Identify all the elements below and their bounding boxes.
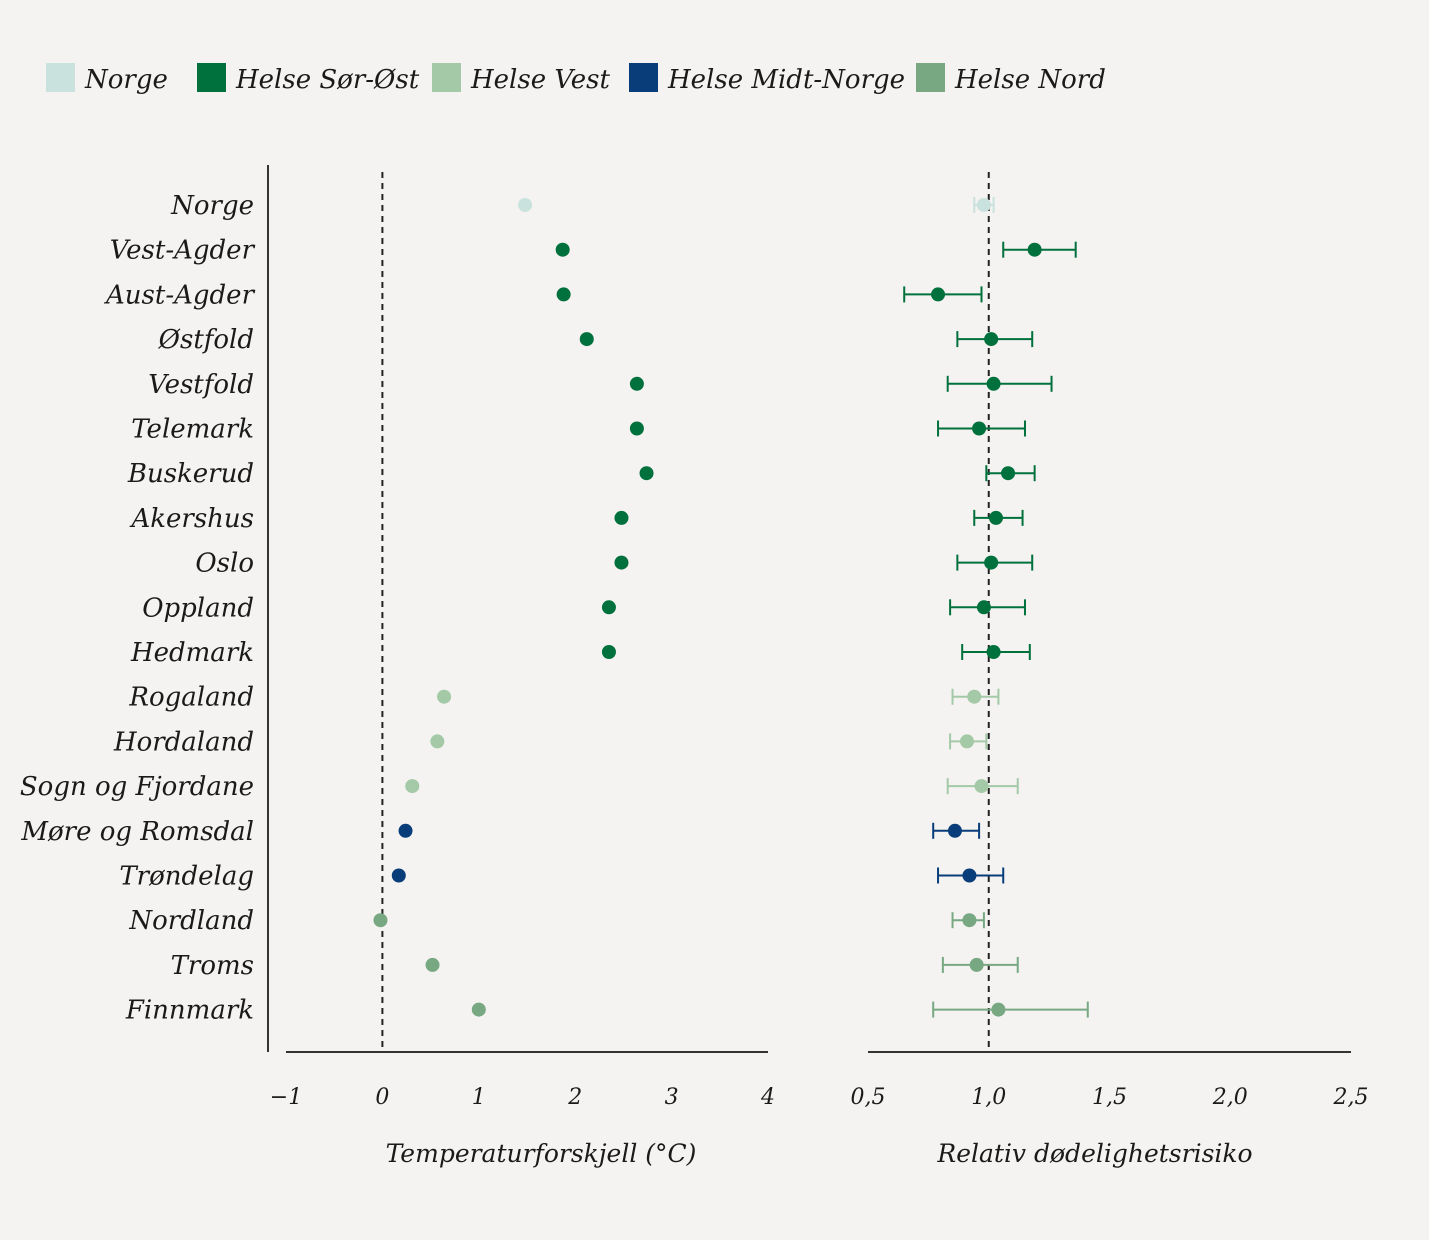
temperature-point bbox=[601, 600, 616, 615]
row-label: Oppland bbox=[142, 593, 254, 623]
row-label: Sogn og Fjordane bbox=[20, 772, 254, 802]
risk-point bbox=[974, 779, 989, 794]
temperature-point bbox=[614, 555, 629, 570]
row-label: Norge bbox=[170, 191, 254, 221]
row-label: Aust-Agder bbox=[104, 280, 256, 310]
risk-panel: 0,5 1,0 1,5 2,0 2,5 bbox=[851, 172, 1369, 1110]
legend-item: Norge bbox=[46, 63, 168, 95]
x-axis-title-risk: Relativ dødelighetsrisiko bbox=[936, 1139, 1252, 1168]
temperature-point bbox=[373, 913, 388, 928]
temperature-point bbox=[405, 779, 420, 794]
row-label: Vest-Agder bbox=[110, 236, 256, 266]
legend-label: Helse Vest bbox=[470, 65, 610, 95]
x-tick-label: 1,0 bbox=[971, 1085, 1006, 1110]
temperature-point bbox=[614, 510, 629, 525]
temperature-point bbox=[518, 198, 533, 212]
legend-swatch bbox=[432, 63, 461, 92]
temperature-point bbox=[437, 689, 452, 704]
x-axis-title-temperature: Temperaturforskjell (°C) bbox=[386, 1139, 697, 1168]
temperature-point bbox=[555, 242, 570, 257]
row-label: Buskerud bbox=[127, 459, 254, 489]
risk-point bbox=[972, 421, 987, 436]
legend-swatch bbox=[197, 63, 226, 92]
row-label: Troms bbox=[171, 951, 254, 981]
risk-point bbox=[984, 555, 999, 570]
risk-point bbox=[969, 957, 984, 972]
risk-point bbox=[976, 600, 991, 615]
row-label: Hordaland bbox=[113, 727, 254, 757]
x-tick-label: 4 bbox=[760, 1085, 775, 1110]
legend-swatch bbox=[916, 63, 945, 92]
temperature-point bbox=[471, 1002, 486, 1017]
temperature-panel: −1 0 1 2 3 4 bbox=[270, 172, 775, 1110]
temperature-point bbox=[425, 957, 440, 972]
row-label: Rogaland bbox=[128, 683, 254, 713]
row-label: Møre og Romsdal bbox=[20, 817, 254, 847]
temperature-point bbox=[430, 734, 445, 749]
risk-point bbox=[988, 510, 1003, 525]
risk-point bbox=[962, 868, 977, 883]
row-label: Vestfold bbox=[148, 370, 254, 400]
temperature-point bbox=[391, 868, 406, 883]
legend-swatch bbox=[629, 63, 658, 92]
x-tick-label: −1 bbox=[270, 1085, 302, 1110]
risk-point bbox=[976, 198, 991, 212]
x-tick-label: 2,0 bbox=[1212, 1085, 1248, 1110]
legend-item: Helse Nord bbox=[916, 63, 1106, 95]
row-label: Nordland bbox=[128, 906, 254, 936]
risk-point bbox=[962, 913, 977, 928]
legend-item: Helse Midt-Norge bbox=[629, 63, 905, 95]
legend-label: Norge bbox=[84, 65, 168, 95]
risk-point bbox=[931, 287, 946, 302]
row-label: Finnmark bbox=[125, 996, 254, 1026]
x-tick-label: 2,5 bbox=[1333, 1085, 1369, 1110]
legend-item: Helse Vest bbox=[432, 63, 610, 95]
risk-point bbox=[967, 689, 982, 704]
row-label: Akershus bbox=[129, 504, 254, 534]
legend-label: Helse Nord bbox=[954, 65, 1106, 95]
legend-swatch bbox=[46, 63, 75, 92]
row-label: Trøndelag bbox=[119, 862, 254, 892]
temperature-point bbox=[629, 421, 644, 436]
risk-point bbox=[986, 645, 1001, 659]
temperature-point bbox=[556, 287, 571, 302]
risk-point bbox=[991, 1002, 1006, 1017]
risk-point bbox=[1027, 242, 1042, 257]
x-tick-label: 1 bbox=[472, 1085, 486, 1110]
row-label: Hedmark bbox=[130, 638, 254, 668]
row-label: Oslo bbox=[195, 549, 254, 579]
row-labels: Norge Vest-Agder Aust-Agder Østfold Vestfold… bbox=[20, 191, 256, 1026]
legend-item: Helse Sør-Øst bbox=[197, 63, 420, 95]
legend: Norge Helse Sør-Øst Helse Vest Helse Midt-N… bbox=[46, 63, 1106, 95]
temperature-point bbox=[579, 332, 594, 347]
temperature-point bbox=[639, 466, 654, 481]
legend-label: Helse Midt-Norge bbox=[667, 65, 905, 95]
x-tick-label: 0,5 bbox=[851, 1085, 886, 1110]
x-tick-label: 3 bbox=[665, 1085, 679, 1110]
row-label: Telemark bbox=[131, 415, 254, 445]
temperature-point bbox=[601, 645, 616, 659]
x-tick-label: 1,5 bbox=[1092, 1085, 1127, 1110]
risk-point bbox=[960, 734, 975, 749]
risk-point bbox=[984, 332, 999, 347]
x-tick-label: 2 bbox=[567, 1085, 582, 1110]
temperature-point bbox=[629, 376, 644, 391]
risk-point bbox=[986, 376, 1001, 391]
risk-point bbox=[947, 823, 962, 838]
row-label: Østfold bbox=[158, 325, 254, 355]
legend-label: Helse Sør-Øst bbox=[235, 65, 420, 95]
risk-point bbox=[1001, 466, 1016, 481]
temperature-point bbox=[398, 823, 413, 838]
x-tick-label: 0 bbox=[375, 1085, 389, 1110]
